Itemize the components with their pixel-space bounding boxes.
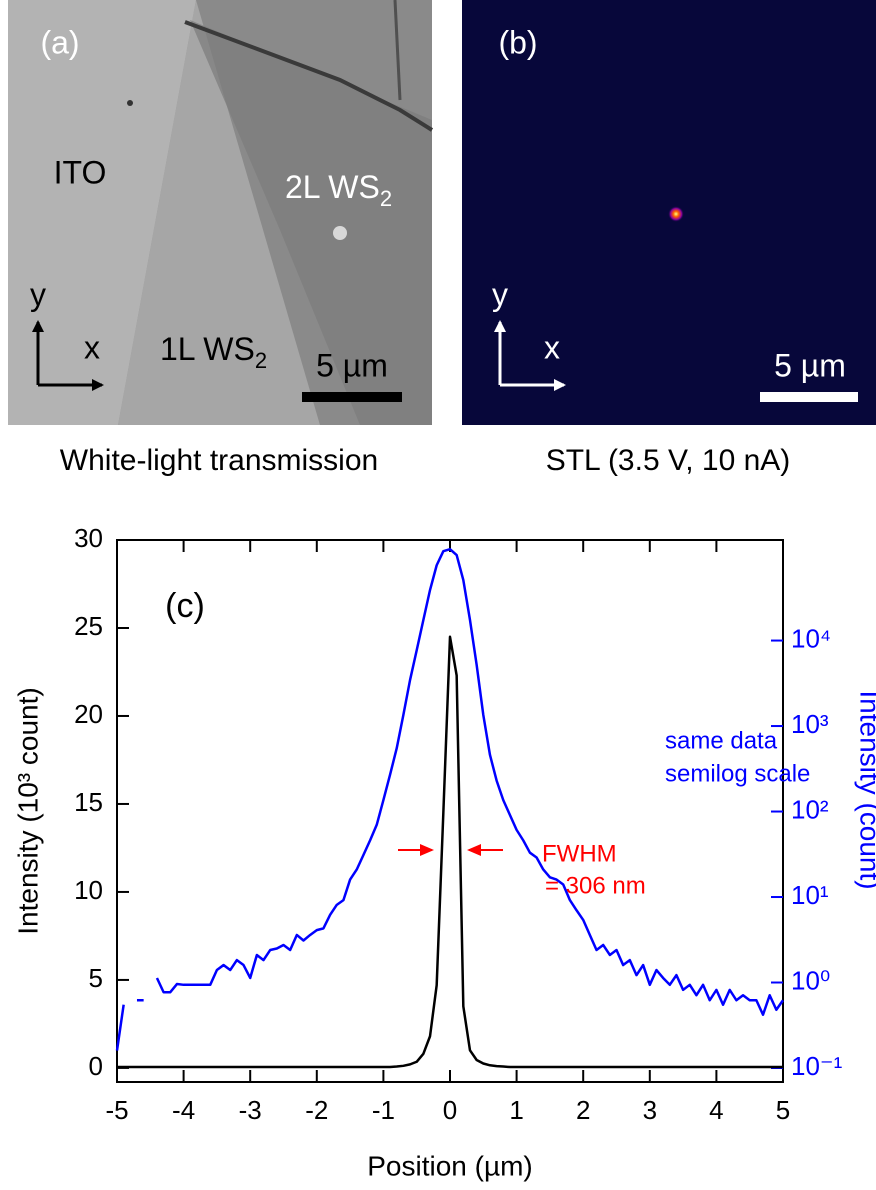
panel-label: (c) <box>165 587 205 625</box>
particle <box>333 226 347 240</box>
scale-bar-label: 5 µm <box>774 347 846 383</box>
annotation: same data <box>665 727 778 754</box>
y2-axis-label: Intensity (count) <box>855 690 876 889</box>
x-tick-label: 3 <box>643 1095 657 1125</box>
x-axis-label: Position (µm) <box>367 1150 533 1181</box>
y-tick-label: 30 <box>74 523 103 553</box>
x-tick-label: -2 <box>305 1095 328 1125</box>
annotation: = 306 nm <box>545 872 646 899</box>
region-subscript: 2 <box>380 186 392 211</box>
region-text: 1L WS <box>160 331 255 367</box>
x-tick-label: -4 <box>172 1095 195 1125</box>
scale-bar <box>302 392 402 402</box>
particle <box>127 100 133 106</box>
x-tick-label: -1 <box>372 1095 395 1125</box>
axis-letter: x <box>544 329 560 365</box>
fold-line <box>184 20 434 132</box>
x-tick-label: -3 <box>239 1095 262 1125</box>
y-tick-label: 0 <box>89 1051 103 1081</box>
y2-tick-label: 10³ <box>791 709 829 739</box>
scale-bar-label: 5 µm <box>316 347 388 383</box>
chart: (c) Position (µm) Intensity (10³ count) … <box>12 523 876 1182</box>
axis-letter: x <box>84 329 100 365</box>
y-tick-label: 10 <box>74 875 103 905</box>
annotation: FWHM <box>542 840 617 867</box>
y-tick-label: 20 <box>74 699 103 729</box>
monolayer-region <box>118 0 320 425</box>
y2-tick-label: 10⁰ <box>791 965 830 995</box>
axis-letter: y <box>30 276 46 312</box>
panel-label: (b) <box>498 24 537 60</box>
region-text: 2L WS <box>285 169 380 205</box>
scale-bar <box>760 392 858 402</box>
region-label: 2L WS2 <box>285 169 392 210</box>
x-tick-label: 2 <box>576 1095 590 1125</box>
caption: STL (3.5 V, 10 nA) <box>546 444 791 477</box>
y-tick-label: 15 <box>74 787 103 817</box>
ito-region <box>8 0 196 425</box>
panel-a: (a) ITO 2L WS2 1L WS2 y x 5 µm White-lig… <box>8 0 434 477</box>
y-tick-label: 5 <box>89 963 103 993</box>
y-axis-label: Intensity (10³ count) <box>12 687 43 934</box>
y2-tick-label: 10⁻¹ <box>791 1051 843 1081</box>
x-tick-label: -5 <box>105 1095 128 1125</box>
x-tick-label: 5 <box>776 1095 790 1125</box>
panel-b: (b) y x 5 µm STL (3.5 V, 10 nA) <box>462 0 876 477</box>
axis-letter: y <box>492 276 508 312</box>
data-line <box>115 547 785 1051</box>
x-tick-label: 0 <box>443 1095 457 1125</box>
bilayer-shade <box>190 20 432 425</box>
caption: White-light transmission <box>60 444 378 477</box>
data-line <box>117 635 783 1069</box>
x-tick-label: 4 <box>709 1095 723 1125</box>
y2-tick-label: 10² <box>791 794 829 824</box>
x-tick-label: 1 <box>509 1095 523 1125</box>
region-label: 1L WS2 <box>160 331 267 372</box>
region-label: ITO <box>54 154 107 190</box>
y2-tick-label: 10⁴ <box>791 623 831 653</box>
y-tick-label: 25 <box>74 611 103 641</box>
annotation: semilog scale <box>665 760 810 787</box>
region-subscript: 2 <box>255 348 267 373</box>
panel-label: (a) <box>40 24 79 60</box>
edge-line <box>393 0 402 101</box>
plot-frame <box>116 539 784 1083</box>
emission-spot <box>668 206 684 222</box>
y2-tick-label: 10¹ <box>791 880 829 910</box>
